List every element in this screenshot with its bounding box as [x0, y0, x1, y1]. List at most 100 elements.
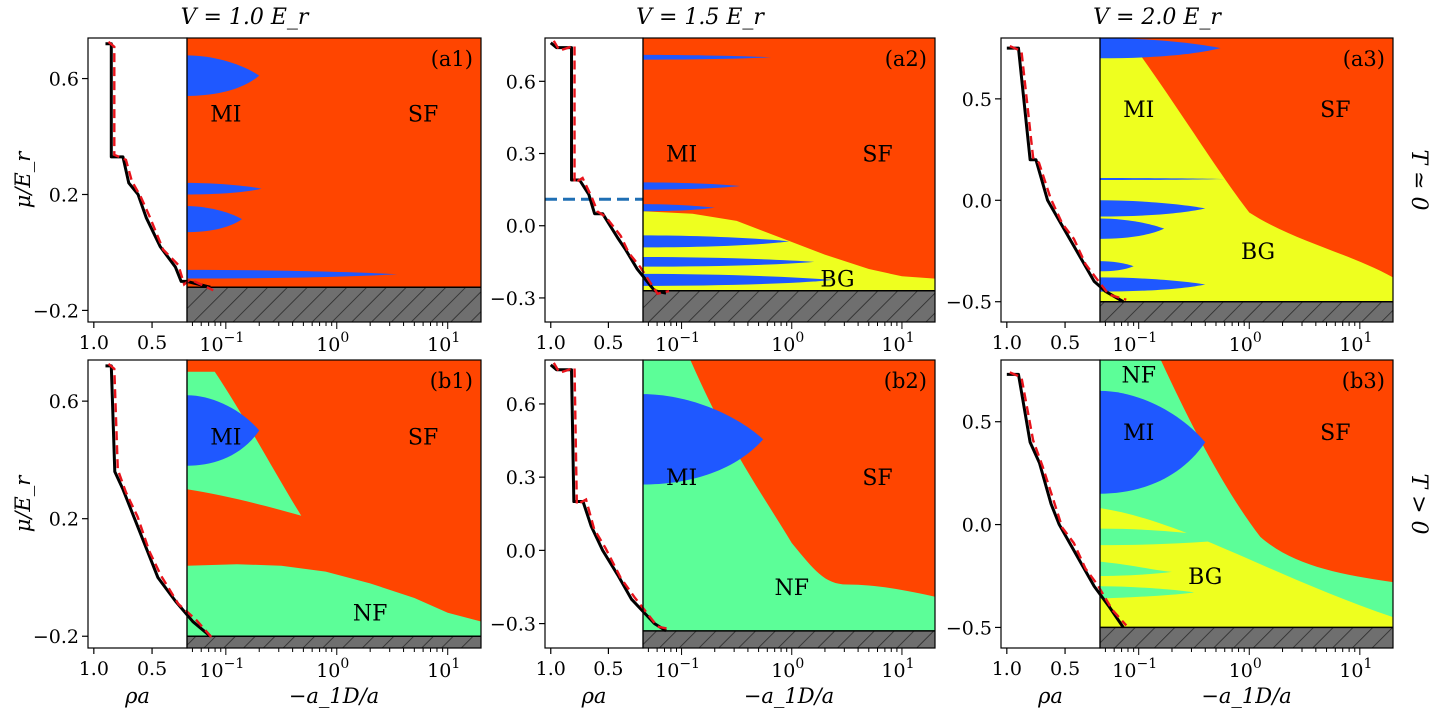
y-tick-label: 0.2 [49, 184, 79, 206]
log-x-tick-label: 100 [316, 656, 349, 682]
y-axis-label: μ/E_r [11, 150, 35, 209]
column-title: V = 2.0 E_r [1093, 5, 1222, 30]
density-x-tick-label: 1.0 [79, 332, 109, 354]
region-label-sf: SF [1320, 421, 1350, 446]
panel-a1: −0.2 0.2 0.6 1.0 0.5 10−1 100 101 (a1) SF MI μ/E_r [11, 37, 482, 356]
excluded-hatched-region [643, 290, 935, 322]
density-curve [105, 364, 212, 638]
y-tick-label: 0.3 [506, 467, 536, 489]
log-x-tick-label: 101 [1339, 656, 1372, 682]
mi-lobe [1100, 261, 1134, 272]
phase-x-axis-label: −a_1D/a [744, 684, 834, 708]
region-label-mi: MI [210, 102, 241, 127]
nf-region [187, 564, 481, 637]
density-curve [105, 42, 211, 289]
phase-x-axis-label: −a_1D/a [1201, 684, 1291, 708]
log-x-tick-label: 10−1 [199, 330, 244, 356]
y-tick-label: 0.3 [506, 144, 536, 166]
density-x-tick-label: 0.5 [137, 332, 167, 354]
region-label-sf: SF [1320, 98, 1350, 123]
density-x-tick-label: 0.5 [137, 658, 167, 680]
density-curve-dashed [1009, 371, 1128, 627]
log-x-tick-label: 10−1 [199, 656, 244, 682]
y-tick-label: −0.3 [490, 288, 536, 310]
phase-axes-frame [1099, 359, 1394, 649]
mi-lobe [643, 182, 741, 190]
log-x-tick-label: 101 [881, 330, 914, 356]
panel-label: (a2) [885, 47, 927, 71]
mi-lobe [1100, 390, 1206, 494]
phase-axes-frame [642, 37, 936, 323]
density-curve [1006, 372, 1125, 629]
panel-b2: −0.3 0.0 0.3 0.6 1.0 0.5 10−1 100 101 (b2) SF NF MI ρ… [490, 359, 936, 708]
mi-lobe [643, 235, 790, 248]
panel-label: (a3) [1343, 47, 1385, 71]
density-axes-frame [87, 37, 188, 323]
region-label-sf: SF [408, 102, 438, 127]
y-tick-label: 0.5 [962, 412, 992, 434]
density-x-tick-label: 1.0 [992, 332, 1022, 354]
y-tick-label: 0.0 [962, 190, 992, 212]
region-label-sf: SF [862, 466, 892, 491]
mi-lobe [643, 273, 834, 286]
log-x-tick-label: 100 [1229, 330, 1262, 356]
density-curve-dashed [1009, 45, 1127, 301]
log-x-tick-label: 101 [881, 656, 914, 682]
region-label-mi: MI [210, 425, 241, 450]
region-label-mi: MI [1123, 421, 1154, 446]
region-label-bg: BG [820, 268, 854, 293]
log-x-tick-label: 100 [1229, 656, 1262, 682]
mi-lobe [187, 55, 260, 96]
density-curve [1006, 46, 1125, 304]
phase-axes-frame [642, 359, 936, 649]
mi-lobe [643, 257, 815, 267]
density-axes-frame [544, 359, 644, 649]
log-x-tick-label: 101 [427, 656, 460, 682]
panel-a3: −0.5 0.0 0.5 1.0 0.5 10−1 100 101 (a3) SF BG MI [946, 37, 1394, 356]
region-label-mi: MI [666, 466, 697, 491]
y-tick-label: 0.0 [506, 540, 536, 562]
y-tick-label: 0.0 [962, 515, 992, 537]
mi-lobe [643, 204, 715, 212]
region-label-bg: BG [1188, 565, 1222, 590]
density-x-tick-label: 0.5 [593, 658, 623, 680]
density-curve-dashed [107, 40, 214, 292]
region-label-nf: NF [353, 602, 388, 627]
bg-region [643, 211, 935, 291]
nf-stripe [1100, 528, 1239, 546]
y-tick-label: −0.2 [33, 626, 79, 648]
density-x-tick-label: 1.0 [992, 658, 1022, 680]
log-x-tick-label: 10−1 [655, 330, 700, 356]
phase-axes-frame [186, 359, 482, 649]
log-x-tick-label: 100 [771, 656, 804, 682]
mi-lobe [1100, 218, 1165, 239]
mi-lobe [643, 394, 764, 485]
mi-lobe [187, 269, 398, 279]
mi-lobe [1100, 177, 1225, 180]
region-label-nf: NF [1121, 363, 1156, 388]
mi-lobe [1100, 277, 1206, 292]
density-x-axis-label: ρa [124, 684, 150, 708]
mi-lobe [187, 395, 260, 466]
y-tick-label: −0.2 [33, 300, 79, 322]
excluded-hatched-region [187, 287, 481, 322]
excluded-hatched-region [187, 636, 481, 648]
density-axes-frame [1000, 37, 1101, 323]
density-curve-dashed [552, 362, 670, 631]
nf-stripe [1100, 561, 1172, 576]
y-tick-label: 0.6 [49, 69, 79, 91]
phase-axes-frame [1099, 37, 1394, 323]
log-x-tick-label: 100 [771, 330, 804, 356]
y-axis-label: μ/E_r [11, 474, 35, 533]
density-x-tick-label: 1.0 [536, 658, 566, 680]
y-tick-label: 0.2 [49, 509, 79, 531]
region-label-mi: MI [666, 143, 697, 168]
mi-lobe [187, 206, 243, 233]
region-label-sf: SF [408, 425, 438, 450]
log-x-tick-label: 100 [316, 330, 349, 356]
log-x-tick-label: 10−1 [1112, 656, 1157, 682]
log-x-tick-label: 101 [427, 330, 460, 356]
density-axes-frame [87, 359, 188, 649]
density-x-tick-label: 1.0 [536, 332, 566, 354]
panel-label: (b1) [430, 369, 473, 393]
